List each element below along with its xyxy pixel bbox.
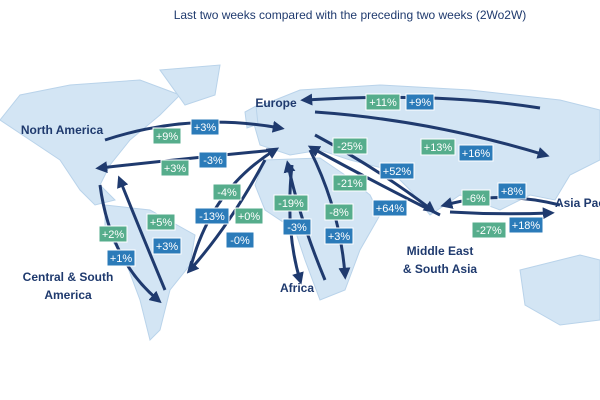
flow-label: -8% bbox=[329, 207, 349, 219]
flow-badge bbox=[508, 216, 544, 234]
flow-badge bbox=[98, 225, 128, 243]
flow-badge bbox=[198, 151, 228, 169]
flow-label: +13% bbox=[424, 142, 453, 154]
flow-badge bbox=[106, 249, 136, 267]
region-label: North America bbox=[21, 123, 104, 137]
region-label: & South Asia bbox=[403, 262, 478, 276]
flow-badge bbox=[194, 207, 230, 225]
flow-label: +3% bbox=[328, 231, 351, 243]
flow-badge bbox=[420, 138, 456, 156]
region-label: Middle East bbox=[407, 244, 474, 258]
flow-label: +8% bbox=[501, 186, 524, 198]
flow-label: +3% bbox=[194, 122, 217, 134]
flow-label: +9% bbox=[409, 97, 432, 109]
flow-badge bbox=[497, 182, 527, 200]
region-label: America bbox=[44, 288, 92, 302]
flow-label: +64% bbox=[376, 203, 405, 215]
flow-badge bbox=[282, 218, 312, 236]
flow-badge bbox=[152, 237, 182, 255]
region-label: Central & South bbox=[23, 270, 114, 284]
flow-badge bbox=[324, 203, 354, 221]
flow-label: -0% bbox=[230, 235, 250, 247]
flow-label: +0% bbox=[238, 211, 261, 223]
flow-badge bbox=[152, 127, 182, 145]
flow-label: +3% bbox=[156, 241, 179, 253]
flow-label: -25% bbox=[337, 141, 363, 153]
flow-label: -3% bbox=[203, 155, 223, 167]
flow-badge bbox=[146, 213, 176, 231]
flow-badge bbox=[461, 189, 491, 207]
flow-label: +11% bbox=[369, 97, 397, 109]
flow-badge bbox=[405, 93, 435, 111]
flow-badge bbox=[234, 207, 264, 225]
flow-label: +1% bbox=[110, 253, 133, 265]
title: Last two weeks compared with the precedi… bbox=[174, 8, 527, 22]
region-label: Africa bbox=[280, 281, 314, 295]
flow-badge bbox=[190, 118, 220, 136]
flow-labels: +9% +3% +3% -3% +11% +9% -25% +13% +16% +52% -21% +… bbox=[98, 93, 544, 267]
flow-badge bbox=[379, 162, 415, 180]
flow-label: -19% bbox=[278, 198, 304, 210]
flow-label: +16% bbox=[462, 148, 491, 160]
flow-badge bbox=[212, 183, 242, 201]
flow-label: -13% bbox=[199, 211, 225, 223]
flow-label: +3% bbox=[164, 163, 187, 175]
flow-label: -21% bbox=[337, 178, 363, 190]
flow-label: -4% bbox=[217, 187, 237, 199]
flow-label: -3% bbox=[287, 222, 307, 234]
region-label: Europe bbox=[255, 96, 297, 110]
flow-label: +9% bbox=[156, 131, 179, 143]
region-labels: Europe North America Central & South Americ… bbox=[21, 96, 600, 302]
flow-label: +2% bbox=[102, 229, 125, 241]
flow-label: +52% bbox=[383, 166, 412, 178]
flow-label: -27% bbox=[476, 225, 502, 237]
flow-badge bbox=[332, 137, 368, 155]
flow-badge bbox=[372, 199, 408, 217]
flow-label: +5% bbox=[150, 217, 173, 229]
flow-badge bbox=[365, 93, 401, 111]
flow-badge bbox=[458, 144, 494, 162]
flow-badge bbox=[160, 159, 190, 177]
flow-label: -6% bbox=[466, 193, 486, 205]
flow-badge bbox=[324, 227, 354, 245]
flow-badge bbox=[273, 194, 309, 212]
flow-badge bbox=[332, 174, 368, 192]
region-label: Asia Pac bbox=[555, 196, 600, 210]
flow-badge bbox=[225, 231, 255, 249]
flow-badge bbox=[471, 221, 507, 239]
flow-label: +18% bbox=[512, 220, 541, 232]
